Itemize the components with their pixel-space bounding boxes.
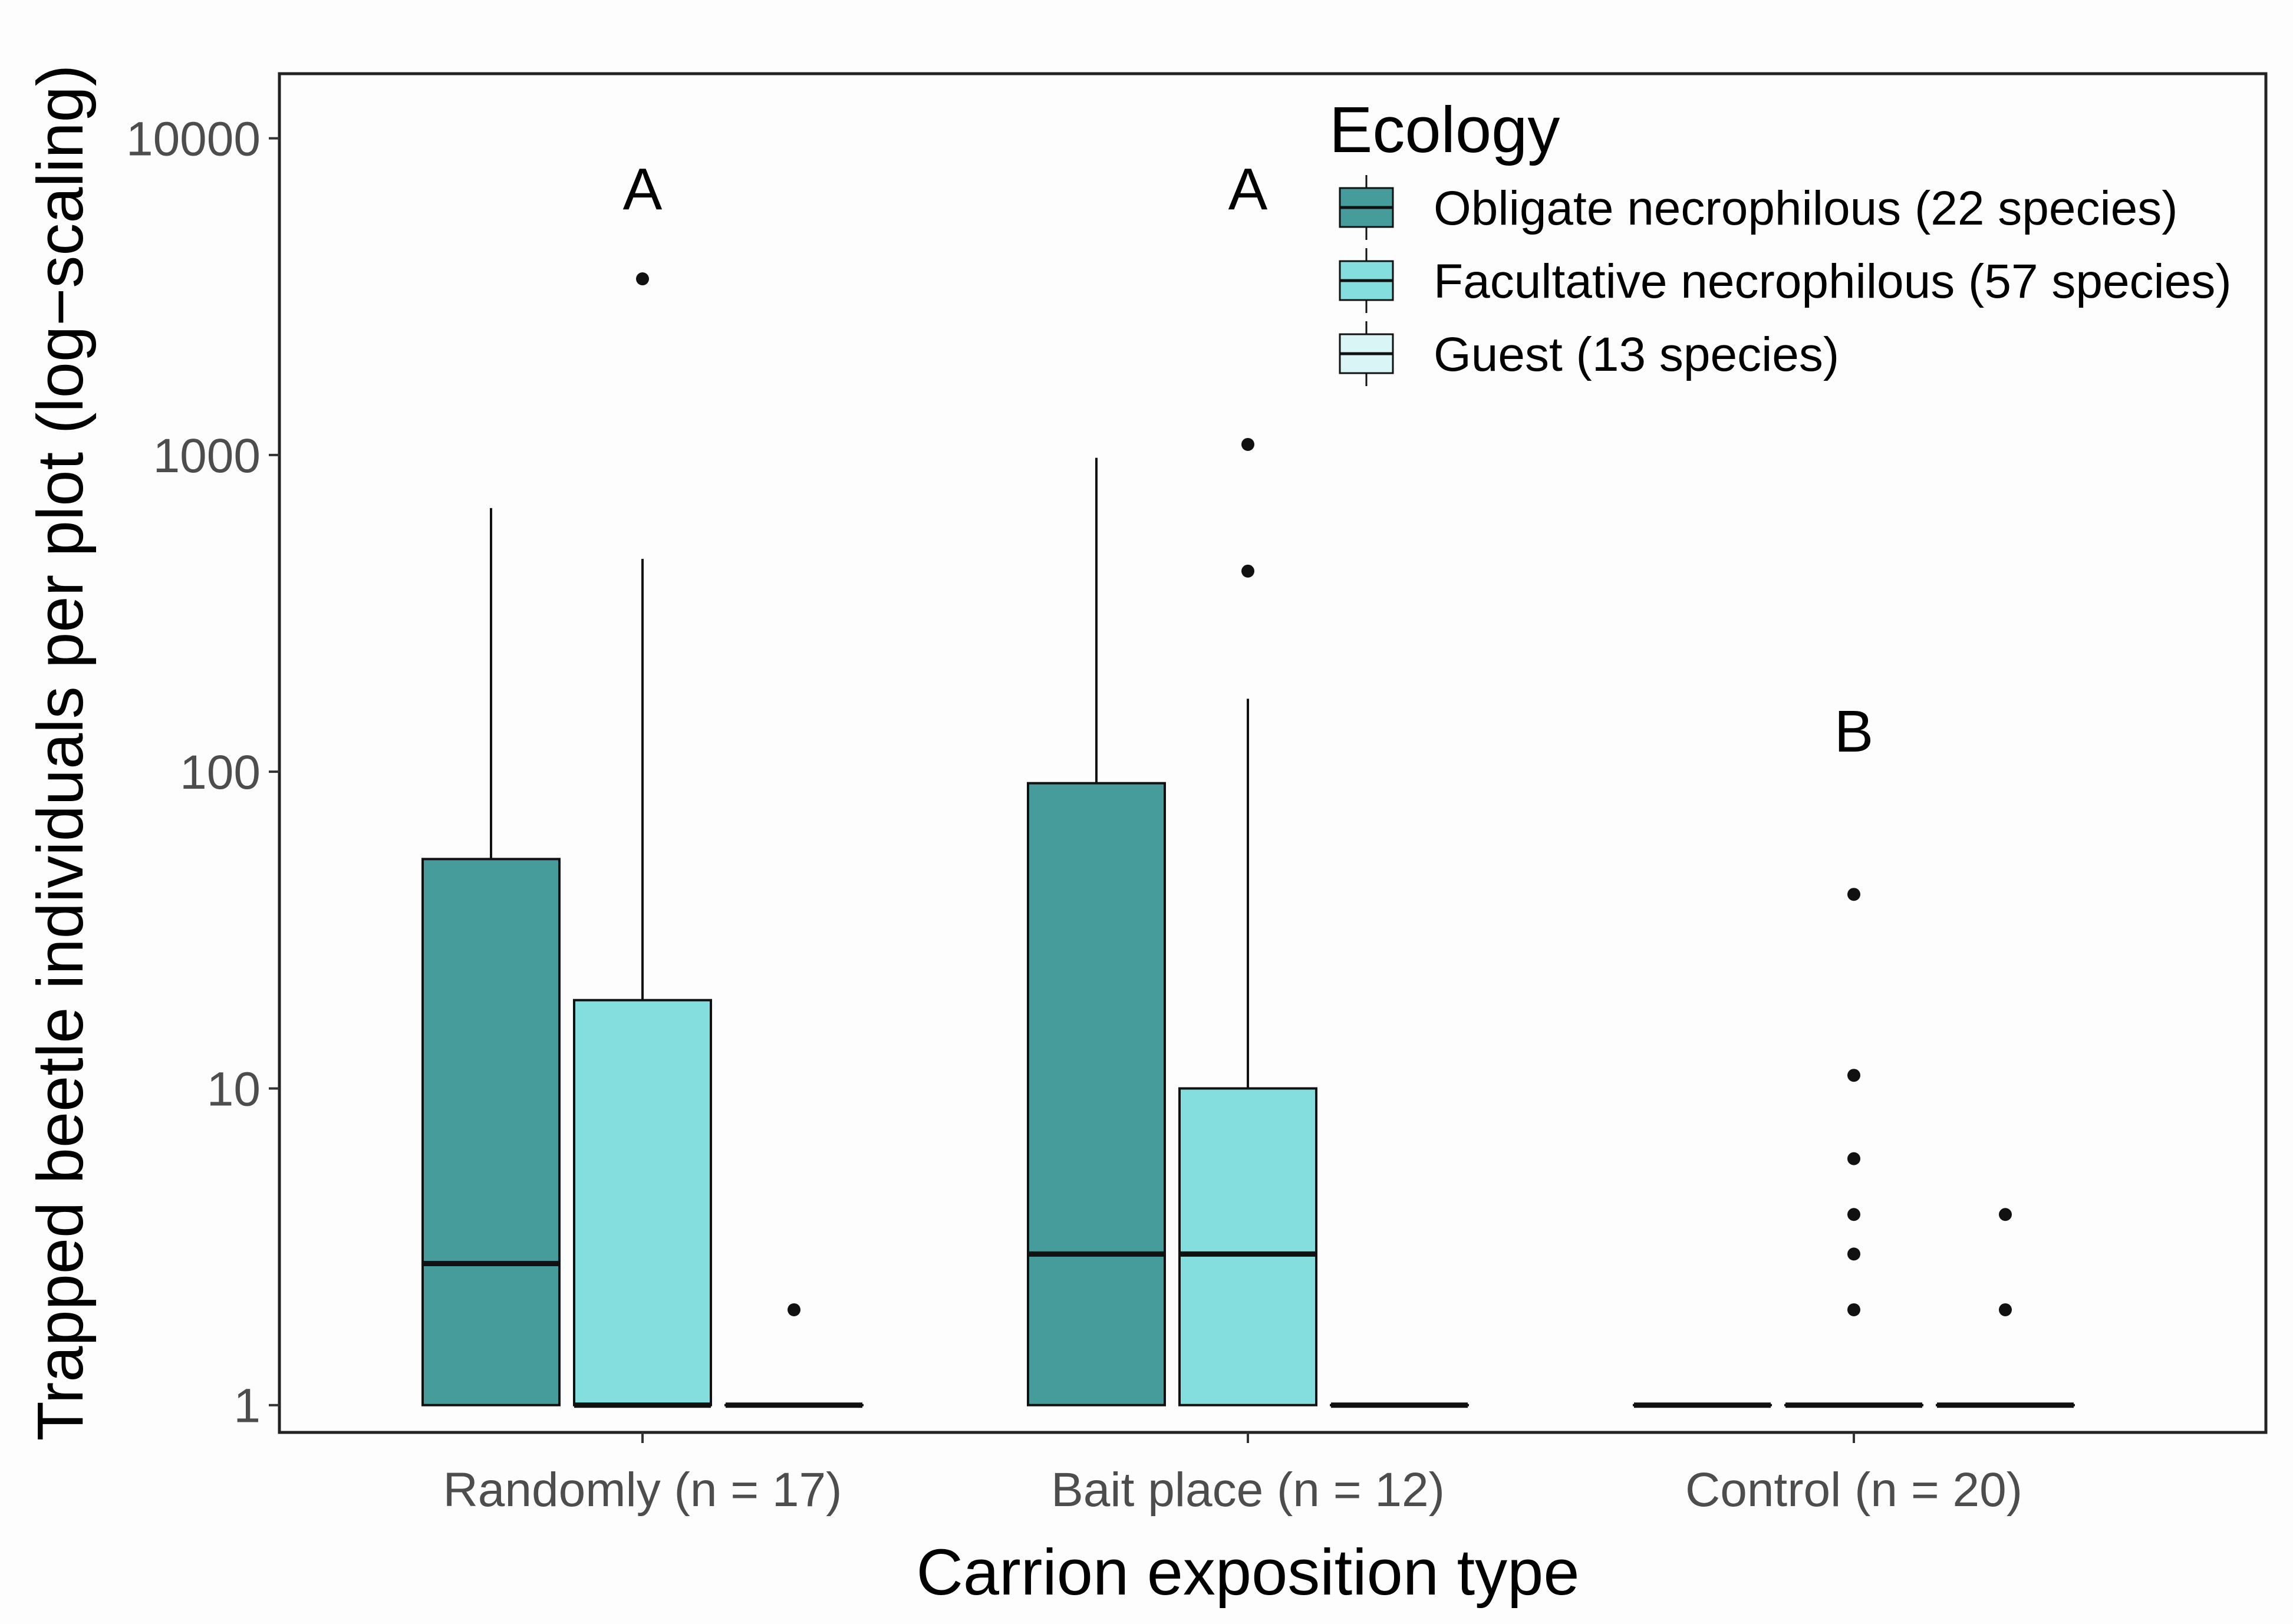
x-axis-title: Carrion exposition type bbox=[916, 1536, 1579, 1609]
x-tick-label: Control (n = 20) bbox=[1685, 1463, 2022, 1517]
legend-item: Obligate necrophilous (22 species) bbox=[1339, 175, 2178, 240]
box-group bbox=[1784, 888, 1923, 1408]
box-group bbox=[1178, 437, 1317, 1406]
box-group bbox=[1027, 457, 1166, 1406]
outlier-point bbox=[1999, 1303, 2012, 1316]
box bbox=[1027, 782, 1166, 1406]
legend-label: Facultative necrophilous (57 species) bbox=[1434, 255, 2232, 308]
outlier-point bbox=[1847, 1303, 1860, 1316]
outlier-point bbox=[1847, 1208, 1860, 1221]
outlier-point bbox=[1847, 1152, 1860, 1165]
y-axis-title: Trapped beetle individuals per plot (log… bbox=[24, 65, 97, 1441]
y-tick-label: 100 bbox=[180, 746, 261, 799]
axes: 1 10 100 1000 10000 Randomly (n = 17) Bait pla… bbox=[126, 113, 2022, 1517]
legend-label: Obligate necrophilous (22 species) bbox=[1434, 182, 2178, 235]
x-tick-label: Randomly (n = 17) bbox=[443, 1463, 842, 1517]
y-tick-label: 10 bbox=[207, 1062, 261, 1116]
outlier-point bbox=[636, 272, 649, 286]
significance-letter: A bbox=[623, 156, 663, 222]
y-tick-label: 1 bbox=[233, 1379, 261, 1433]
box bbox=[421, 858, 561, 1406]
outlier-point bbox=[788, 1303, 800, 1316]
box-group bbox=[724, 1303, 864, 1408]
outlier-point bbox=[1999, 1208, 2012, 1221]
outlier-point bbox=[1847, 1069, 1860, 1082]
legend-title: Ecology bbox=[1329, 94, 1560, 166]
outlier-point bbox=[1241, 437, 1254, 451]
outlier-point bbox=[1847, 1247, 1860, 1261]
legend-item: Guest (13 species) bbox=[1339, 321, 1839, 386]
outlier-point bbox=[1847, 888, 1860, 901]
box bbox=[1178, 1087, 1317, 1406]
y-tick-label: 10000 bbox=[126, 113, 261, 166]
significance-letter: A bbox=[1228, 156, 1268, 222]
legend-item: Facultative necrophilous (57 species) bbox=[1339, 248, 2232, 313]
box-group bbox=[1936, 1208, 2075, 1408]
outlier-point bbox=[1241, 564, 1254, 578]
box bbox=[573, 999, 712, 1406]
plot-area: A A B bbox=[421, 156, 2075, 1408]
x-tick-label: Bait place (n = 12) bbox=[1051, 1463, 1445, 1517]
box-group bbox=[421, 508, 561, 1406]
legend-label: Guest (13 species) bbox=[1434, 328, 1839, 381]
significance-letter: B bbox=[1834, 699, 1874, 765]
panel-border bbox=[278, 72, 2268, 1434]
legend: Ecology Obligate necrophilous (22 specie… bbox=[1329, 94, 2232, 386]
y-tick-label: 1000 bbox=[153, 429, 261, 483]
box-group bbox=[573, 272, 712, 1408]
